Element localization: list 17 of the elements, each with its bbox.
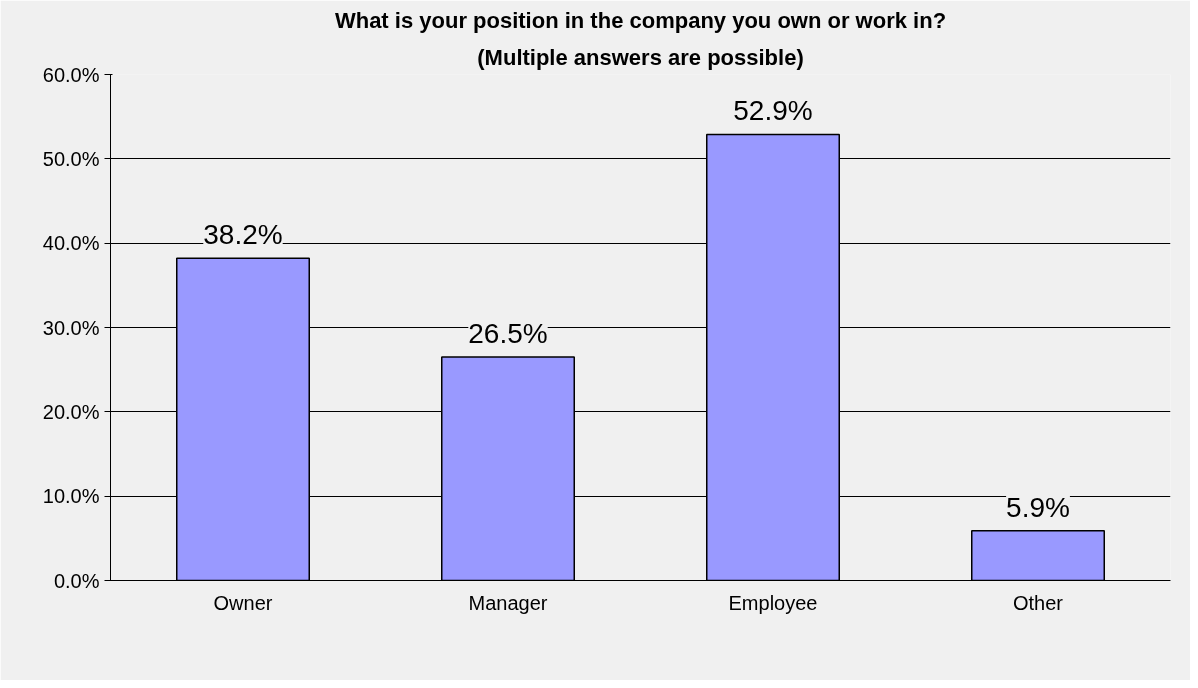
y-tick-label: 0.0%: [53, 569, 100, 592]
y-tick-label: 40.0%: [42, 232, 100, 255]
y-tick-label: 20.0%: [42, 400, 100, 423]
x-tick-label: Employee: [728, 591, 818, 614]
data-label: 52.9%: [733, 95, 813, 127]
data-label: 5.9%: [1006, 491, 1070, 523]
y-tick-label: 10.0%: [42, 485, 100, 508]
data-label: 38.2%: [203, 219, 283, 251]
x-tick-label: Owner: [213, 591, 273, 614]
x-tick-label: Manager: [468, 591, 548, 614]
y-tick-label: 30.0%: [42, 316, 100, 339]
y-tick-label: 60.0%: [42, 63, 100, 86]
y-tick-label: 50.0%: [42, 147, 100, 170]
chart-subtitle: (Multiple answers are possible): [477, 44, 804, 70]
data-label: 26.5%: [468, 318, 548, 350]
chart-title: What is your position in the company you own or work in?: [334, 7, 947, 33]
x-tick-label: Other: [1012, 591, 1064, 614]
